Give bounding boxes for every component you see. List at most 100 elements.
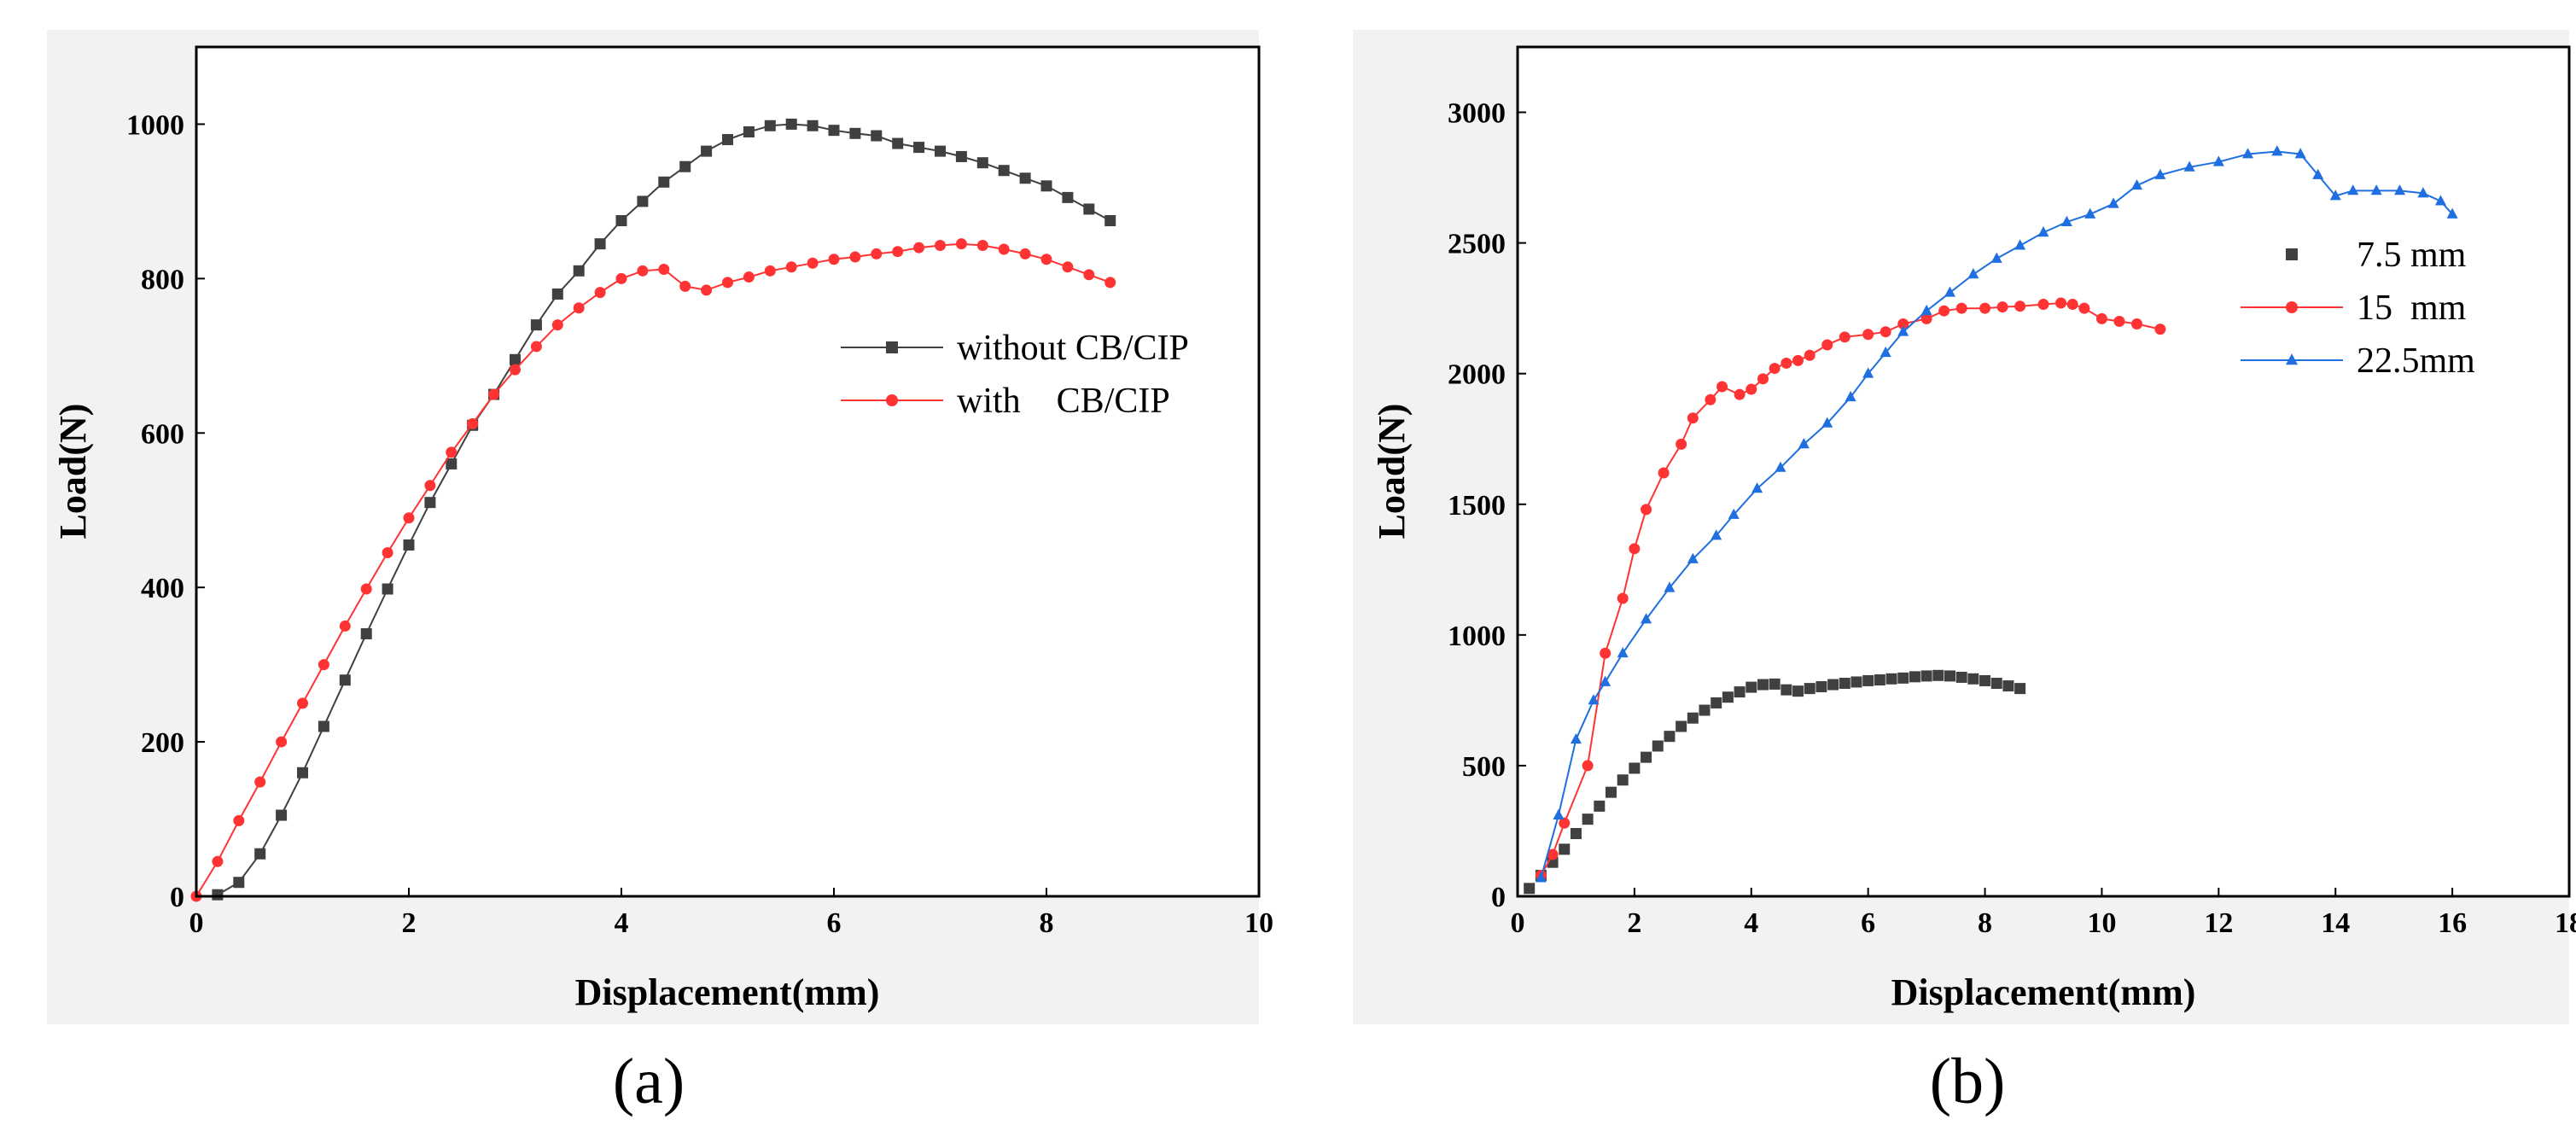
x-tick-label: 2 — [1627, 907, 1641, 939]
data-point — [1804, 349, 1815, 361]
data-point — [1769, 678, 1780, 690]
data-point — [1880, 346, 1891, 358]
data-point — [976, 239, 988, 251]
y-tick-label: 1000 — [1448, 621, 1506, 652]
data-point — [1722, 691, 1734, 703]
data-point — [1967, 673, 1979, 685]
data-point — [1839, 331, 1850, 343]
data-point — [382, 546, 393, 558]
data-point — [382, 583, 393, 595]
data-point — [1083, 269, 1095, 281]
data-point — [212, 855, 224, 867]
x-tick-label: 4 — [1744, 907, 1758, 939]
data-point — [1535, 872, 1547, 883]
data-point — [1821, 417, 1833, 428]
data-point — [913, 242, 925, 254]
data-point — [807, 257, 819, 269]
data-point — [1804, 683, 1815, 695]
panel-b-series — [1524, 145, 2458, 895]
data-point — [1751, 482, 1763, 493]
data-point — [1617, 592, 1629, 604]
x-tick-label: 0 — [1511, 907, 1525, 939]
data-point — [871, 248, 883, 259]
x-tick-label: 4 — [615, 907, 629, 939]
panel-b-label: (b) — [1930, 1046, 2006, 1117]
data-point — [1979, 302, 1991, 314]
y-tick-label: 1000 — [126, 109, 184, 141]
data-point — [785, 118, 797, 130]
data-point — [892, 246, 904, 258]
data-point — [1062, 261, 1074, 273]
data-point — [722, 134, 733, 146]
data-point — [1938, 305, 1950, 317]
data-point — [1716, 381, 1728, 393]
data-point — [446, 458, 458, 469]
data-point — [2055, 297, 2067, 309]
panel-a-label: (a) — [613, 1046, 685, 1117]
data-point — [276, 809, 288, 821]
data-point — [2084, 207, 2096, 219]
data-point — [2002, 680, 2014, 692]
data-point — [2154, 324, 2166, 335]
data-point — [658, 264, 670, 276]
data-point — [1897, 325, 1909, 336]
y-tick-label: 0 — [1491, 882, 1506, 913]
data-point — [849, 251, 861, 263]
data-point — [637, 265, 649, 277]
data-point — [637, 195, 649, 207]
data-point — [785, 261, 797, 273]
x-tick-label: 18 — [2555, 907, 2576, 939]
data-point — [1909, 671, 1920, 683]
data-point — [1967, 268, 1979, 279]
data-point — [1582, 813, 1594, 825]
data-point — [594, 238, 606, 250]
data-point — [360, 583, 372, 595]
data-point — [2394, 184, 2406, 195]
data-point — [2037, 226, 2049, 237]
data-point — [424, 497, 436, 509]
data-point — [1104, 277, 1116, 289]
series-15-mm — [1535, 297, 2166, 882]
data-point — [276, 736, 288, 748]
panel-b-x-axis-title: Displacement(mm) — [1891, 971, 2196, 1013]
data-point — [1019, 172, 1031, 184]
data-point — [339, 620, 351, 632]
data-point — [1687, 712, 1699, 724]
x-tick-label: 10 — [1244, 907, 1273, 939]
data-point — [2329, 190, 2341, 201]
data-point — [1570, 828, 1582, 840]
data-point — [935, 145, 946, 157]
data-point — [1920, 670, 1932, 682]
data-point — [2078, 302, 2090, 314]
data-point — [2014, 239, 2026, 250]
data-point — [403, 539, 415, 551]
data-point — [212, 889, 224, 901]
data-point — [1559, 817, 1571, 829]
legend-label: without CB/CIP — [957, 329, 1189, 368]
data-point — [2131, 178, 2143, 190]
x-tick-label: 14 — [2321, 907, 2350, 939]
data-point — [1676, 720, 1687, 732]
data-point — [2014, 300, 2026, 312]
data-point — [615, 272, 627, 284]
data-point — [1711, 529, 1722, 540]
data-point — [1687, 552, 1699, 563]
panel-b-y-axis-title: Load(N) — [1371, 404, 1413, 539]
panel-a-legend: without CB/CIP with CB/CIP — [841, 329, 1189, 421]
data-point — [1955, 671, 1967, 683]
data-point — [2242, 148, 2254, 159]
panel-b-frame — [1516, 45, 2571, 898]
data-point — [1553, 808, 1565, 819]
data-point — [701, 145, 713, 157]
panel-b: 024681012141618050010001500200025003000 … — [1353, 30, 2576, 1117]
y-tick-label: 0 — [170, 882, 184, 913]
data-point — [1827, 679, 1839, 691]
data-point — [233, 814, 245, 826]
data-point — [1617, 774, 1629, 786]
y-tick-label: 2500 — [1448, 229, 1506, 260]
data-point — [998, 165, 1010, 177]
data-point — [1676, 438, 1687, 450]
data-point — [2107, 197, 2119, 208]
data-point — [913, 142, 925, 154]
